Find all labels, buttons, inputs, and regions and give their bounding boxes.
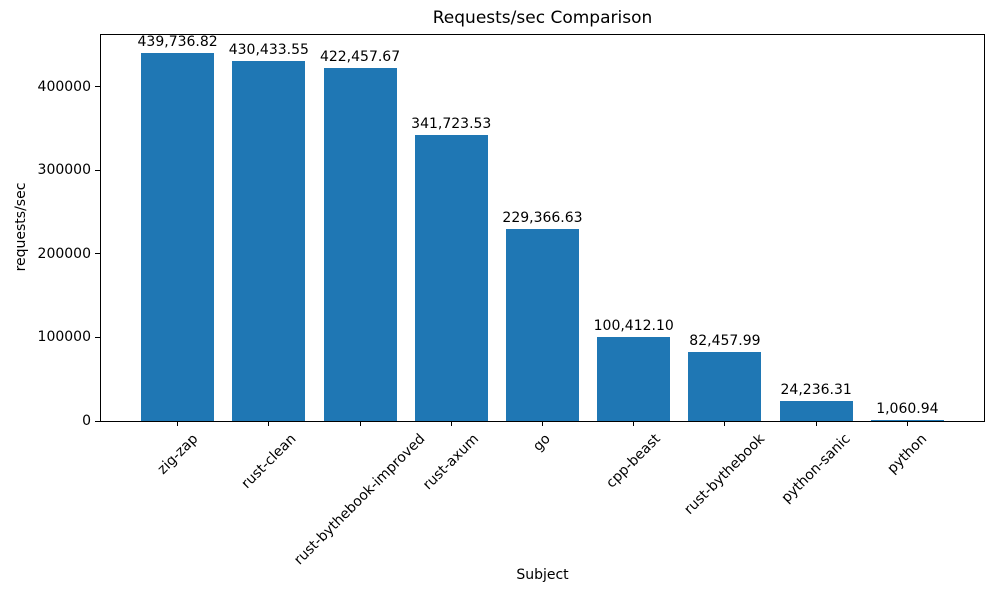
bar-value-label: 82,457.99 — [689, 333, 761, 350]
x-tick-mark — [815, 422, 817, 426]
y-tick-label: 0 — [82, 413, 91, 429]
bar-value-label: 100,412.10 — [593, 318, 674, 335]
x-tick-mark — [633, 422, 635, 426]
bar — [506, 229, 579, 421]
bar — [779, 401, 853, 421]
bar-value-label: 24,236.31 — [780, 382, 852, 399]
chart-title: Requests/sec Comparison — [432, 8, 653, 28]
y-tick-mark — [95, 253, 100, 255]
x-tick-label-text: rust-bythebook-improved — [291, 431, 429, 569]
x-tick-label-text: zig-zap — [154, 431, 201, 478]
x-tick-mark — [359, 422, 361, 426]
x-tick-label-text: python-sanic — [778, 431, 854, 507]
y-tick-mark — [95, 86, 100, 88]
bar-value-label: 1,060.94 — [876, 401, 939, 418]
bar-value-label: 430,433.55 — [228, 42, 309, 59]
x-tick-mark — [724, 422, 726, 426]
plot-area: 439,736.82 430,433.55 422,457.67 341,723.53… — [100, 34, 985, 422]
y-tick-label: 400000 — [37, 78, 91, 95]
y-tick-label: 300000 — [37, 162, 91, 179]
bar-value-label: 439,736.82 — [137, 34, 218, 51]
y-tick-label: 200000 — [37, 245, 91, 262]
y-tick-mark — [95, 420, 100, 422]
x-tick-label-text: go — [530, 431, 555, 455]
x-tick-label-text: rust-bythebook — [681, 431, 769, 518]
bar — [323, 68, 397, 421]
x-tick-mark — [450, 422, 452, 426]
x-tick-label-text: python — [884, 431, 931, 477]
bar — [232, 61, 306, 421]
y-tick-mark — [95, 336, 100, 338]
x-tick-mark — [542, 422, 543, 426]
bar-value-label: 341,723.53 — [411, 116, 492, 133]
x-tick-label-text: cpp-beast — [603, 431, 664, 492]
bar — [870, 420, 944, 421]
y-tick-label: 100000 — [37, 329, 91, 346]
x-tick-mark — [906, 422, 908, 426]
bar-value-label: 229,366.63 — [502, 210, 583, 227]
bar — [414, 135, 488, 421]
bar-value-label: 422,457.67 — [319, 49, 401, 66]
bar — [688, 352, 762, 421]
x-tick-mark — [177, 422, 179, 426]
x-axis-label: Subject — [516, 567, 569, 583]
bar — [597, 337, 671, 421]
bar — [141, 53, 215, 421]
x-tick-mark — [268, 422, 270, 426]
x-tick-label-text: rust-axum — [420, 431, 483, 494]
x-tick-label-text: rust-clean — [238, 431, 300, 492]
y-tick-mark — [95, 169, 100, 171]
